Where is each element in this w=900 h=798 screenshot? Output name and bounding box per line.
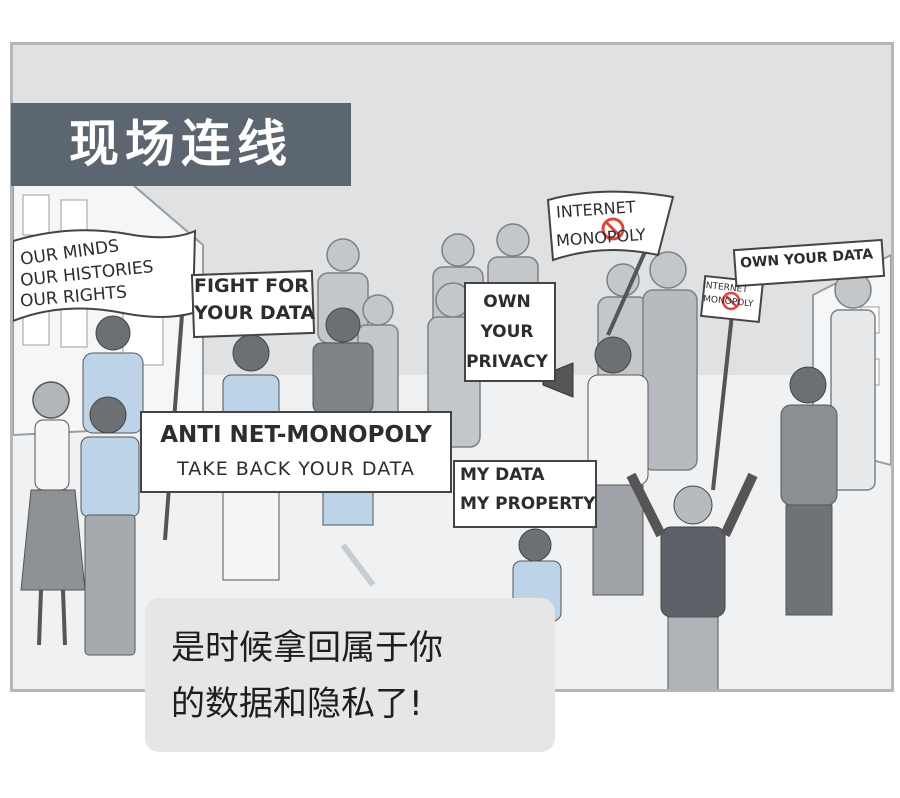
peace-sign-man	[780, 366, 838, 616]
fight-for-sign	[190, 269, 316, 339]
own-privacy-sign	[464, 282, 556, 382]
woman-left	[20, 381, 86, 646]
my-data-sign	[453, 460, 597, 528]
banner-line2: TAKE BACK YOUR DATA	[177, 458, 415, 480]
bearded-man	[626, 472, 758, 689]
no-entry-icon	[601, 217, 625, 241]
speech-line-2: 的数据和隐私了!	[171, 684, 423, 724]
no-entry-icon	[721, 291, 741, 311]
small-monopoly-sign	[699, 274, 765, 324]
my-data-line2: MY PROPERTY	[460, 494, 596, 514]
my-data-line1: MY DATA	[460, 465, 545, 485]
fight-for-line2: YOUR DATA	[194, 302, 316, 324]
title-tag: 现场连线	[11, 103, 351, 186]
own-your-data-sign	[732, 238, 886, 288]
man-left-blue	[80, 315, 144, 656]
fight-for-line1: FIGHT FOR	[194, 275, 309, 297]
banner-line1: ANTI NET-MONOPOLY	[160, 422, 432, 448]
own-privacy-line2: YOUR	[480, 322, 534, 342]
speech-line-1: 是时候拿回属于你	[171, 628, 443, 668]
main-banner	[140, 411, 452, 493]
own-privacy-line3: PRIVACY	[466, 352, 548, 372]
speech-bubble: 是时候拿回属于你 的数据和隐私了!	[145, 598, 555, 752]
own-privacy-line1: OWN	[483, 292, 531, 312]
megaphone-man	[542, 336, 649, 596]
